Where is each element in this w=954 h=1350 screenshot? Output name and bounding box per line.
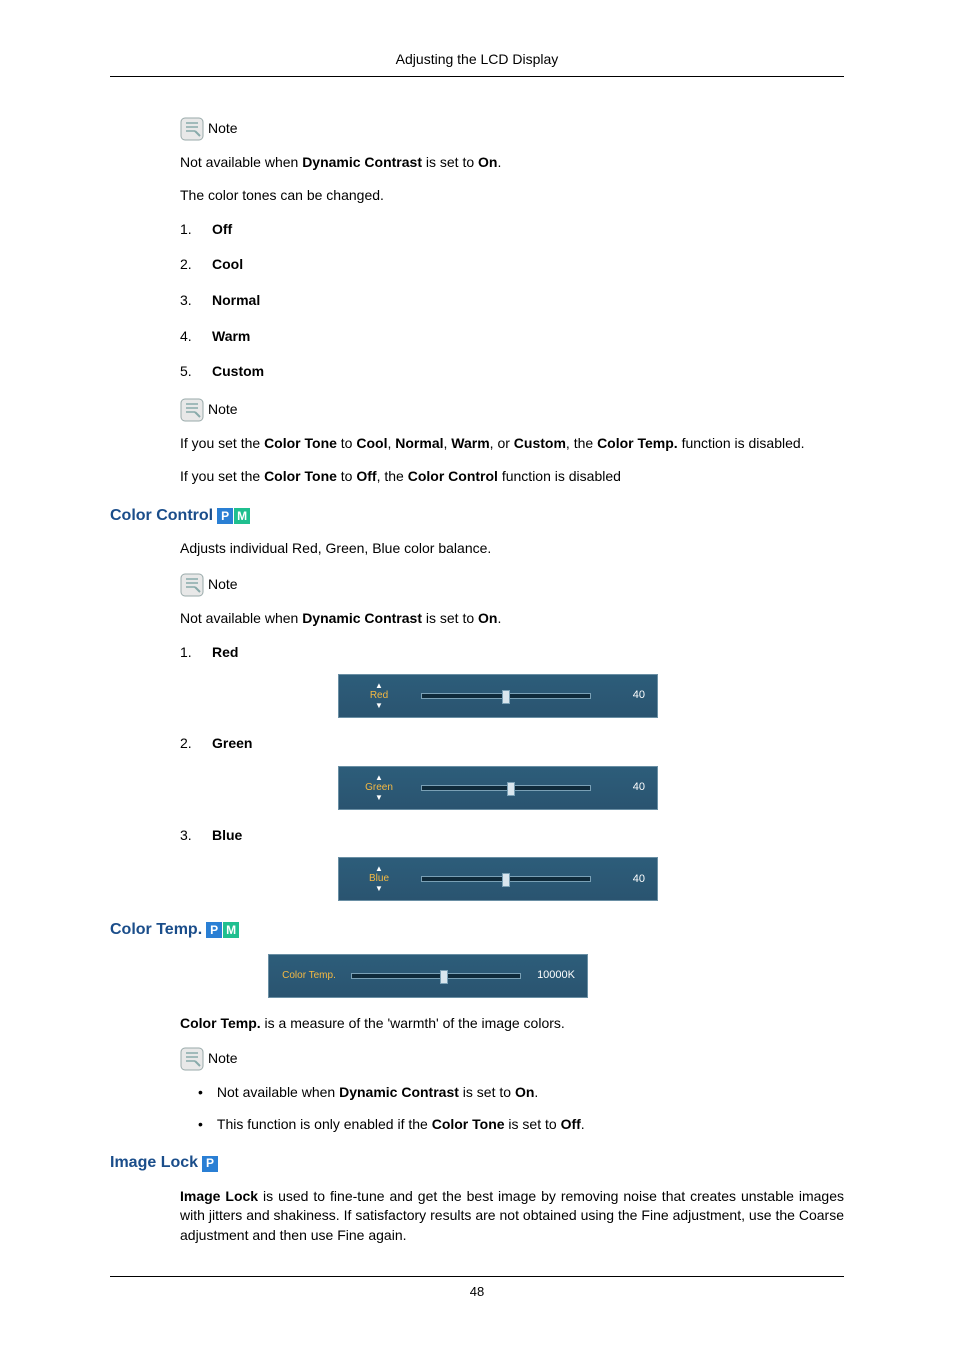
slider-label: Color Temp. xyxy=(277,971,341,981)
note-block: Note xyxy=(180,573,844,597)
slider-thumb[interactable] xyxy=(502,873,510,887)
page-footer: 48 xyxy=(110,1276,844,1301)
slider-label: ▲Red▼ xyxy=(347,682,411,710)
slider-label: ▲Blue▼ xyxy=(347,865,411,893)
slider-thumb[interactable] xyxy=(502,690,510,704)
slider-row: 3.Blue xyxy=(180,826,844,846)
slider-value: 40 xyxy=(601,780,645,795)
slider-value: 40 xyxy=(601,688,645,703)
section-heading-color-temp: Color Temp. PM xyxy=(110,919,844,941)
note-block: Note xyxy=(180,117,844,141)
slider-track[interactable] xyxy=(421,876,591,882)
note-text: If you set the Color Tone to Cool, Norma… xyxy=(180,434,844,454)
p-badge: P xyxy=(202,1156,218,1172)
content-body: Note Not available when Dynamic Contrast… xyxy=(180,117,844,487)
slider-row: 1.Red xyxy=(180,643,844,663)
list-item: 5.Custom xyxy=(180,362,844,382)
list-item: Not available when Dynamic Contrast is s… xyxy=(198,1083,844,1103)
list-item: 3.Normal xyxy=(180,291,844,311)
note-block: Note xyxy=(180,398,844,422)
note-text: Not available when Dynamic Contrast is s… xyxy=(180,153,844,173)
image-lock-para: Image Lock is used to fine-tune and get … xyxy=(180,1187,844,1246)
color-control-intro: Adjusts individual Red, Green, Blue colo… xyxy=(180,539,844,559)
slider-track[interactable] xyxy=(351,973,521,979)
list-item: This function is only enabled if the Col… xyxy=(198,1115,844,1135)
tones-intro: The color tones can be changed. xyxy=(180,186,844,206)
section-heading-image-lock: Image Lock P xyxy=(110,1152,844,1174)
note-text: Not available when Dynamic Contrast is s… xyxy=(180,609,844,629)
note-block: Note xyxy=(180,1047,844,1071)
tones-list: 1.Off 2.Cool 3.Normal 4.Warm 5.Custom xyxy=(180,220,844,382)
section-heading-color-control: Color Control PM xyxy=(110,505,844,527)
slider-thumb[interactable] xyxy=(440,970,448,984)
note-text: If you set the Color Tone to Off, the Co… xyxy=(180,467,844,487)
slider-value: 10000K xyxy=(531,968,575,983)
slider-track[interactable] xyxy=(421,785,591,791)
rgb-slider[interactable]: ▲Red▼ 40 xyxy=(338,674,658,718)
note-label: Note xyxy=(208,400,238,420)
slider-thumb[interactable] xyxy=(507,782,515,796)
slider-value: 40 xyxy=(601,872,645,887)
rgb-slider[interactable]: ▲Blue▼ 40 xyxy=(338,857,658,901)
rgb-slider[interactable]: ▲Green▼ 40 xyxy=(338,766,658,810)
slider-label: ▲Green▼ xyxy=(347,774,411,802)
slider-row: 2.Green xyxy=(180,734,844,754)
list-item: 4.Warm xyxy=(180,327,844,347)
list-item: 2.Cool xyxy=(180,255,844,275)
note-icon xyxy=(180,573,204,597)
page-header: Adjusting the LCD Display xyxy=(110,50,844,77)
note-label: Note xyxy=(208,1049,238,1069)
color-temp-slider[interactable]: Color Temp. 10000K xyxy=(268,954,588,998)
note-icon xyxy=(180,1047,204,1071)
note-icon xyxy=(180,398,204,422)
color-temp-desc: Color Temp. is a measure of the 'warmth'… xyxy=(180,1014,844,1034)
pm-badge: PM xyxy=(206,922,239,938)
pm-badge: PM xyxy=(217,508,250,524)
note-label: Note xyxy=(208,575,238,595)
list-item: 1.Off xyxy=(180,220,844,240)
slider-track[interactable] xyxy=(421,693,591,699)
note-label: Note xyxy=(208,119,238,139)
bullet-list: Not available when Dynamic Contrast is s… xyxy=(198,1083,844,1134)
note-icon xyxy=(180,117,204,141)
